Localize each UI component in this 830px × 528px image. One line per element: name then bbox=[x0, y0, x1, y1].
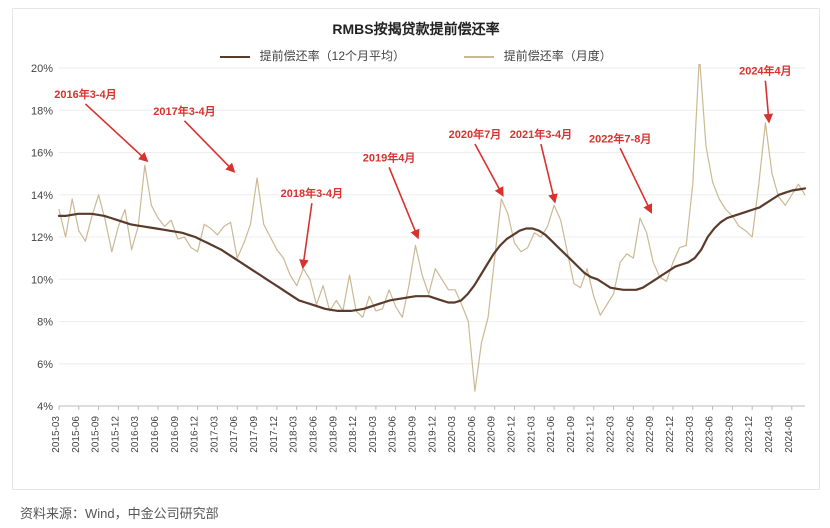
legend-avg12: 提前偿还率（12个月平均） bbox=[220, 47, 405, 64]
svg-text:2024年4月: 2024年4月 bbox=[739, 64, 792, 78]
chart-box: RMBS按揭贷款提前偿还率 提前偿还率（12个月平均） 提前偿还率（月度） 4%… bbox=[12, 8, 820, 490]
svg-text:2017年3-4月: 2017年3-4月 bbox=[153, 104, 215, 118]
svg-text:2021-03: 2021-03 bbox=[526, 416, 537, 453]
svg-text:2021年3-4月: 2021年3-4月 bbox=[510, 127, 572, 141]
svg-text:2019-09: 2019-09 bbox=[407, 416, 418, 453]
svg-text:2021-12: 2021-12 bbox=[586, 416, 597, 453]
svg-text:2018-06: 2018-06 bbox=[308, 416, 319, 453]
svg-text:2015-09: 2015-09 bbox=[91, 416, 102, 453]
svg-text:2021-06: 2021-06 bbox=[546, 416, 557, 453]
svg-text:2017-09: 2017-09 bbox=[249, 416, 260, 453]
svg-text:2021-09: 2021-09 bbox=[566, 416, 577, 453]
legend-label-avg12: 提前偿还率（12个月平均） bbox=[260, 49, 405, 63]
svg-text:20%: 20% bbox=[31, 64, 53, 75]
svg-text:2016-12: 2016-12 bbox=[190, 416, 201, 453]
svg-text:4%: 4% bbox=[37, 401, 53, 413]
svg-text:6%: 6% bbox=[37, 359, 53, 371]
plot-svg: 4% 6% 8% 10% 12% 14% 16% 18% 20% 2015-03 2015-06 20… bbox=[13, 64, 819, 484]
svg-text:2018-09: 2018-09 bbox=[328, 416, 339, 453]
svg-text:2017-03: 2017-03 bbox=[209, 416, 220, 453]
svg-text:2020-03: 2020-03 bbox=[447, 416, 458, 453]
svg-text:2024-06: 2024-06 bbox=[784, 416, 795, 453]
legend-swatch-avg12 bbox=[220, 56, 250, 58]
svg-text:2019-12: 2019-12 bbox=[427, 416, 438, 453]
svg-text:2018-12: 2018-12 bbox=[348, 416, 359, 453]
svg-text:2015-03: 2015-03 bbox=[51, 416, 62, 453]
svg-text:2015-12: 2015-12 bbox=[110, 416, 121, 453]
svg-text:2023-09: 2023-09 bbox=[724, 416, 735, 453]
legend-label-monthly: 提前偿还率（月度） bbox=[504, 49, 612, 63]
source-line: 资料来源：Wind，中金公司研究部 bbox=[20, 503, 219, 522]
svg-text:10%: 10% bbox=[31, 274, 53, 286]
svg-text:18%: 18% bbox=[31, 105, 53, 117]
svg-text:16%: 16% bbox=[31, 148, 53, 160]
svg-text:2023-03: 2023-03 bbox=[685, 416, 696, 453]
svg-text:2016-03: 2016-03 bbox=[130, 416, 141, 453]
svg-text:2018年3-4月: 2018年3-4月 bbox=[281, 186, 343, 200]
svg-text:12%: 12% bbox=[31, 232, 53, 244]
svg-text:2019-03: 2019-03 bbox=[368, 416, 379, 453]
legend-swatch-monthly bbox=[464, 56, 494, 58]
svg-text:2020-09: 2020-09 bbox=[487, 416, 498, 453]
svg-text:2022-09: 2022-09 bbox=[645, 416, 656, 453]
svg-text:2019-06: 2019-06 bbox=[388, 416, 399, 453]
legend-monthly: 提前偿还率（月度） bbox=[464, 47, 611, 64]
svg-text:2023-12: 2023-12 bbox=[744, 416, 755, 453]
svg-text:2016-06: 2016-06 bbox=[150, 416, 161, 453]
svg-text:2023-06: 2023-06 bbox=[705, 416, 716, 453]
figure-container: RMBS按揭贷款提前偿还率 提前偿还率（12个月平均） 提前偿还率（月度） 4%… bbox=[0, 0, 830, 528]
svg-text:2022-06: 2022-06 bbox=[625, 416, 636, 453]
legend: 提前偿还率（12个月平均） 提前偿还率（月度） bbox=[13, 39, 819, 64]
svg-text:2016-09: 2016-09 bbox=[170, 416, 181, 453]
svg-text:2019年4月: 2019年4月 bbox=[363, 150, 416, 164]
svg-text:2020-06: 2020-06 bbox=[467, 416, 478, 453]
svg-text:2022年7-8月: 2022年7-8月 bbox=[589, 131, 651, 145]
svg-text:2016年3-4月: 2016年3-4月 bbox=[54, 87, 116, 101]
svg-text:8%: 8% bbox=[37, 317, 53, 329]
svg-text:2018-03: 2018-03 bbox=[289, 416, 300, 453]
svg-text:2020年7月: 2020年7月 bbox=[449, 127, 502, 141]
svg-text:2017-06: 2017-06 bbox=[229, 416, 240, 453]
svg-text:14%: 14% bbox=[31, 190, 53, 202]
svg-text:2015-06: 2015-06 bbox=[71, 416, 82, 453]
svg-text:2022-03: 2022-03 bbox=[606, 416, 617, 453]
svg-text:2020-12: 2020-12 bbox=[507, 416, 518, 453]
svg-text:2022-12: 2022-12 bbox=[665, 416, 676, 453]
chart-title: RMBS按揭贷款提前偿还率 bbox=[13, 9, 819, 39]
svg-text:2024-03: 2024-03 bbox=[764, 416, 775, 453]
svg-text:2017-12: 2017-12 bbox=[269, 416, 280, 453]
